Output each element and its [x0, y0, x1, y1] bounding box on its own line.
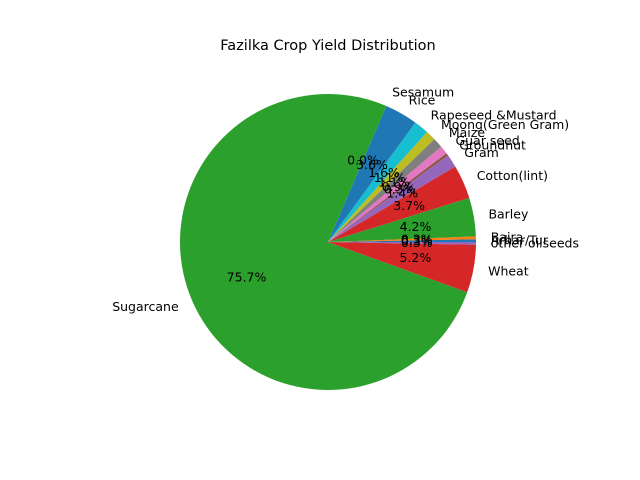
slice-percent-arhar-tur: 0.3% — [401, 233, 433, 248]
pie-slice-sugarcane — [180, 93, 468, 390]
pie-slices — [180, 93, 476, 390]
slice-percent-gram: 1.4% — [386, 185, 418, 200]
slice-label-cotton-lint: Cotton(lint) — [477, 168, 548, 183]
slice-percent-bajra: 0.3% — [401, 231, 433, 246]
slice-percent-labels: 0.3%0.3%4.2%3.7%1.4%0.3%0.9%1.1%1.1%1.6%… — [227, 152, 433, 284]
slice-label-rice: Rice — [409, 93, 436, 108]
slice-label-other-oilseeds: other oilseeds — [491, 236, 579, 251]
slice-percent-moong-green-gram: 1.1% — [374, 170, 406, 185]
slice-label-wheat: Wheat — [488, 264, 529, 279]
pie-slice-gram — [328, 155, 456, 242]
slice-label-sugarcane: Sugarcane — [112, 299, 179, 314]
slice-percent-guar-seed: 0.9% — [382, 179, 414, 194]
slice-label-bajra: Bajra — [491, 229, 524, 244]
slice-percent-groundnut: 0.3% — [384, 181, 416, 196]
pie-slice-maize — [328, 139, 442, 242]
pie-slice-barley — [328, 197, 476, 242]
slice-label-maize: Maize — [449, 125, 485, 140]
slice-label-rapeseed-mustard: Rapeseed &Mustard — [431, 108, 557, 123]
slice-percent-cotton-lint: 3.7% — [393, 198, 425, 213]
pie-slice-rapeseed-mustard — [328, 122, 427, 242]
slice-percent-barley: 4.2% — [400, 219, 432, 234]
pie-slice-groundnut — [328, 153, 449, 242]
slice-label-moong-green-gram: Moong(Green Gram) — [441, 117, 569, 132]
slice-percent-rice: 3.6% — [356, 157, 388, 172]
pie-slice-moong-green-gram — [328, 131, 435, 242]
pie-slice-cotton-lint — [328, 166, 470, 242]
slice-percent-wheat: 5.2% — [399, 250, 431, 265]
slice-label-guar-seed: Guar seed — [455, 133, 519, 148]
slice-percent-rapeseed-mustard: 1.6% — [368, 165, 400, 180]
pie-slice-guar-seed — [328, 146, 447, 242]
slice-percent-maize: 1.1% — [378, 175, 410, 190]
slice-label-barley: Barley — [488, 206, 529, 221]
slice-percent-sesamum: 0.0% — [347, 152, 379, 167]
pie-slice-rice — [328, 105, 416, 242]
slice-label-gram: Gram — [464, 145, 499, 160]
slice-percent-other-oilseeds: 0.3% — [401, 235, 433, 250]
pie-slice-arhar-tur — [328, 239, 476, 242]
slice-label-groundnut: Groundnut — [459, 138, 526, 153]
slice-label-arhar-tur: Arhar/Tur — [491, 232, 549, 247]
slice-label-sesamum: Sesamum — [392, 84, 454, 99]
pie-slice-bajra — [328, 236, 476, 242]
pie-slice-other-oilseeds — [328, 242, 476, 245]
slice-percent-sugarcane: 75.7% — [227, 269, 267, 284]
pie-slice-wheat — [328, 242, 476, 293]
chart-title: Fazilka Crop Yield Distribution — [220, 38, 435, 54]
